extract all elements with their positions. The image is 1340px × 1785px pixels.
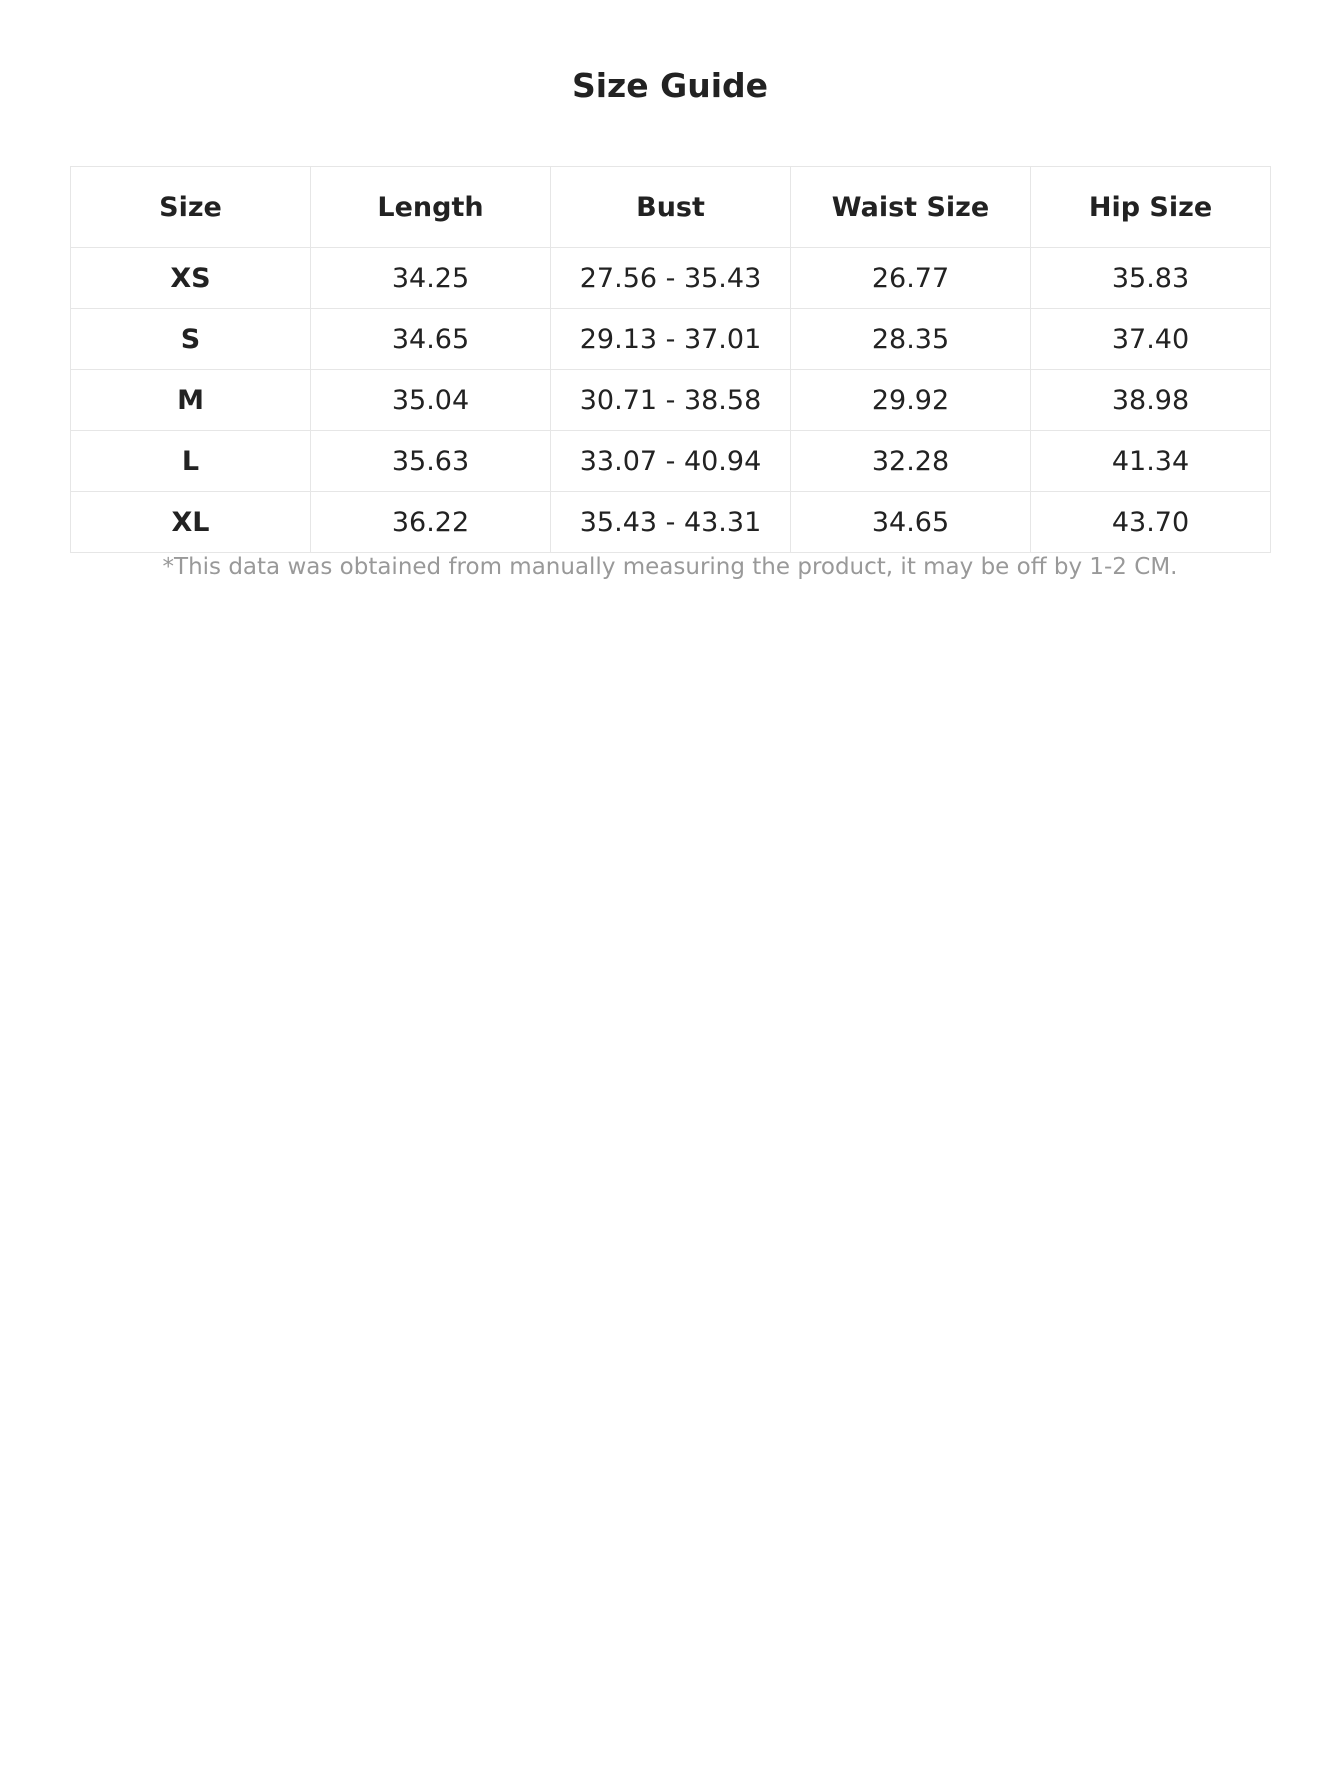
cell-hip: 38.98 [1030,369,1271,431]
cell-bust: 30.71 - 38.58 [550,369,791,431]
size-table: Size Length Bust Waist Size Hip Size XS 3… [70,166,1271,553]
header-waist: Waist Size [790,166,1031,248]
measurement-note: *This data was obtained from manually me… [162,554,1178,580]
header-hip: Hip Size [1030,166,1271,248]
header-bust: Bust [550,166,791,248]
page-title: Size Guide [571,66,769,105]
cell-hip: 37.40 [1030,308,1271,370]
cell-size: M [70,369,311,431]
cell-bust: 35.43 - 43.31 [550,491,791,553]
table-header-row: Size Length Bust Waist Size Hip Size [70,166,1271,248]
cell-bust: 33.07 - 40.94 [550,430,791,492]
cell-waist: 34.65 [790,491,1031,553]
cell-waist: 26.77 [790,247,1031,309]
cell-waist: 32.28 [790,430,1031,492]
cell-waist: 28.35 [790,308,1031,370]
cell-size: S [70,308,311,370]
cell-length: 34.65 [310,308,551,370]
table-row: L 35.63 33.07 - 40.94 32.28 41.34 [70,430,1271,492]
cell-hip: 35.83 [1030,247,1271,309]
cell-size: XS [70,247,311,309]
header-length: Length [310,166,551,248]
cell-length: 35.04 [310,369,551,431]
cell-hip: 43.70 [1030,491,1271,553]
cell-size: L [70,430,311,492]
cell-bust: 29.13 - 37.01 [550,308,791,370]
table-row: XS 34.25 27.56 - 35.43 26.77 35.83 [70,247,1271,309]
cell-length: 35.63 [310,430,551,492]
cell-length: 36.22 [310,491,551,553]
cell-waist: 29.92 [790,369,1031,431]
table-row: S 34.65 29.13 - 37.01 28.35 37.40 [70,308,1271,370]
cell-bust: 27.56 - 35.43 [550,247,791,309]
header-size: Size [70,166,311,248]
table-row: M 35.04 30.71 - 38.58 29.92 38.98 [70,369,1271,431]
table-row: XL 36.22 35.43 - 43.31 34.65 43.70 [70,491,1271,553]
cell-size: XL [70,491,311,553]
cell-length: 34.25 [310,247,551,309]
cell-hip: 41.34 [1030,430,1271,492]
